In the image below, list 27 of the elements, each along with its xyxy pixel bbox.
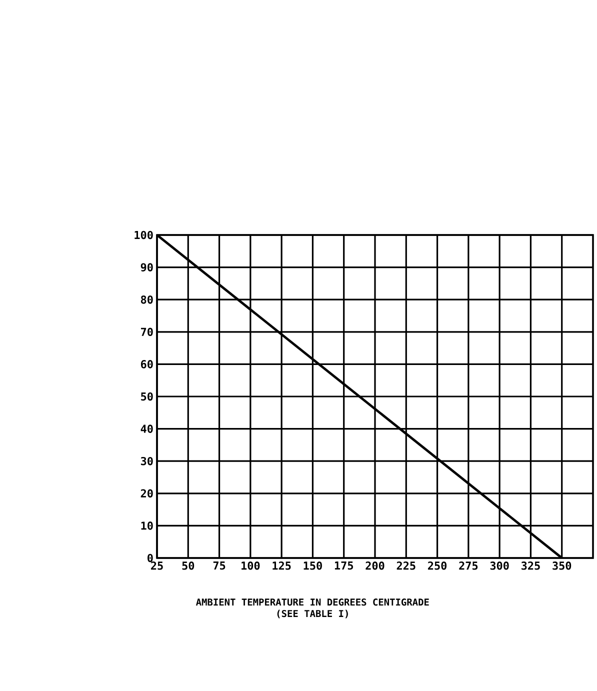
x-tick-label: 50 (182, 562, 194, 570)
y-tick-label: 50 (141, 392, 153, 401)
y-tick-label: 40 (140, 424, 153, 433)
x-tick-label: 350 (552, 562, 572, 570)
x-tick-label: 275 (459, 562, 478, 570)
y-tick-label: 60 (140, 360, 153, 368)
y-tick-label: 20 (140, 489, 153, 498)
x-tick-label: 75 (213, 562, 226, 570)
y-tick-label: 90 (140, 263, 153, 272)
x-tick-label: 225 (396, 562, 416, 570)
y-tick-label: 30 (140, 456, 153, 466)
x-tick-label: 325 (521, 562, 540, 570)
y-tick-label: 80 (140, 295, 153, 304)
x-tick-label: 25 (151, 562, 163, 570)
x-tick-label: 200 (366, 562, 384, 570)
text: (SEE TABLE I) (277, 610, 348, 618)
y-tick-label: 0 (148, 554, 153, 562)
x-tick-label: 125 (272, 562, 291, 570)
x-tick-label: 250 (428, 562, 447, 570)
x-tick-label: 300 (490, 562, 509, 570)
y-tick-label: 10 (141, 522, 153, 530)
y-tick-label: 100 (134, 230, 153, 240)
x-tick-label: 150 (304, 562, 322, 570)
x-axis-title: AMBIENT TEMPERATURE IN DEGREES CENTIGRADE (196, 598, 429, 606)
x-tick-label: 100 (242, 562, 260, 570)
y-tick-label: 70 (141, 328, 153, 336)
x-tick-label: 175 (334, 562, 353, 570)
